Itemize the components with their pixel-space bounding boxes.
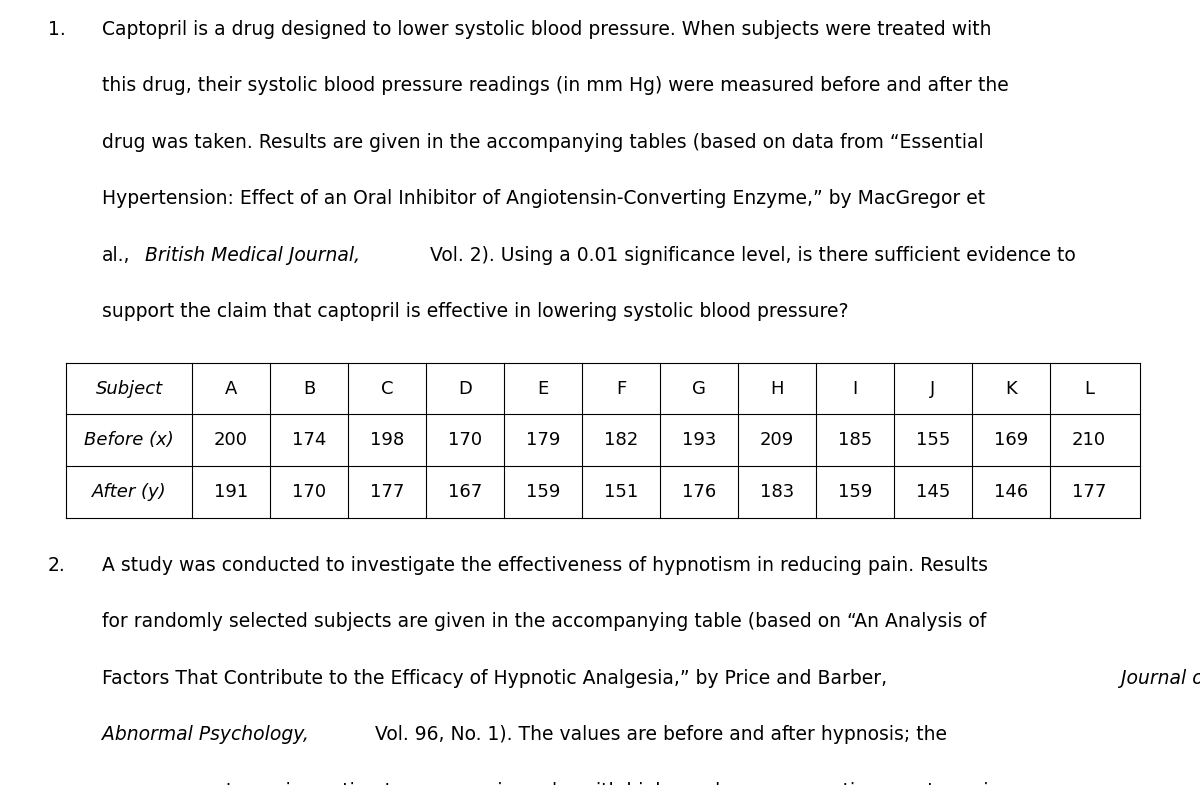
Text: Captopril is a drug designed to lower systolic blood pressure. When subjects wer: Captopril is a drug designed to lower sy… <box>102 20 991 38</box>
Text: 177: 177 <box>370 484 404 501</box>
Text: Vol. 2). Using a 0.01 significance level, is there sufficient evidence to: Vol. 2). Using a 0.01 significance level… <box>424 246 1076 265</box>
Text: al.,: al., <box>102 246 131 265</box>
Text: 176: 176 <box>682 484 716 501</box>
Text: A study was conducted to investigate the effectiveness of hypnotism in reducing : A study was conducted to investigate the… <box>102 556 988 575</box>
Text: 198: 198 <box>370 432 404 449</box>
Text: 169: 169 <box>994 432 1028 449</box>
Text: G: G <box>692 380 706 397</box>
Text: 145: 145 <box>916 484 950 501</box>
Text: 155: 155 <box>916 432 950 449</box>
Text: 193: 193 <box>682 432 716 449</box>
Text: Before (x): Before (x) <box>84 432 174 449</box>
Text: support the claim that captopril is effective in lowering systolic blood pressur: support the claim that captopril is effe… <box>102 302 848 321</box>
Text: for randomly selected subjects are given in the accompanying table (based on “An: for randomly selected subjects are given… <box>102 612 986 631</box>
Text: British Medical Journal,: British Medical Journal, <box>139 246 360 265</box>
Text: Hypertension: Effect of an Oral Inhibitor of Angiotensin-Converting Enzyme,” by : Hypertension: Effect of an Oral Inhibito… <box>102 189 985 208</box>
Text: measurements are in centimeters on a pain scale, with higher values representing: measurements are in centimeters on a pai… <box>102 782 1007 785</box>
Text: F: F <box>616 380 626 397</box>
Text: 182: 182 <box>604 432 638 449</box>
Text: A: A <box>224 380 238 397</box>
Text: 174: 174 <box>292 432 326 449</box>
Text: this drug, their systolic blood pressure readings (in mm Hg) were measured befor: this drug, their systolic blood pressure… <box>102 76 1009 95</box>
Text: After (y): After (y) <box>91 484 167 501</box>
Text: Vol. 96, No. 1). The values are before and after hypnosis; the: Vol. 96, No. 1). The values are before a… <box>368 725 947 744</box>
Text: E: E <box>538 380 548 397</box>
Text: 185: 185 <box>838 432 872 449</box>
Text: 151: 151 <box>604 484 638 501</box>
Text: 159: 159 <box>526 484 560 501</box>
Text: J: J <box>930 380 936 397</box>
Text: 167: 167 <box>448 484 482 501</box>
Text: Factors That Contribute to the Efficacy of Hypnotic Analgesia,” by Price and Bar: Factors That Contribute to the Efficacy … <box>102 669 887 688</box>
Text: 179: 179 <box>526 432 560 449</box>
Text: B: B <box>302 380 316 397</box>
Text: I: I <box>852 380 858 397</box>
Text: Journal of: Journal of <box>1115 669 1200 688</box>
Text: L: L <box>1084 380 1094 397</box>
Text: Subject: Subject <box>96 380 162 397</box>
Text: 170: 170 <box>448 432 482 449</box>
Text: 200: 200 <box>214 432 248 449</box>
Text: D: D <box>458 380 472 397</box>
Text: 191: 191 <box>214 484 248 501</box>
Text: K: K <box>1006 380 1016 397</box>
Text: 1.: 1. <box>48 20 66 38</box>
Text: 146: 146 <box>994 484 1028 501</box>
Text: 170: 170 <box>292 484 326 501</box>
Text: C: C <box>380 380 394 397</box>
Text: 210: 210 <box>1072 432 1106 449</box>
Text: 159: 159 <box>838 484 872 501</box>
Text: drug was taken. Results are given in the accompanying tables (based on data from: drug was taken. Results are given in the… <box>102 133 984 152</box>
Text: Abnormal Psychology,: Abnormal Psychology, <box>102 725 308 744</box>
Text: H: H <box>770 380 784 397</box>
Text: 209: 209 <box>760 432 794 449</box>
Text: 177: 177 <box>1072 484 1106 501</box>
Text: 2.: 2. <box>48 556 66 575</box>
Text: 183: 183 <box>760 484 794 501</box>
